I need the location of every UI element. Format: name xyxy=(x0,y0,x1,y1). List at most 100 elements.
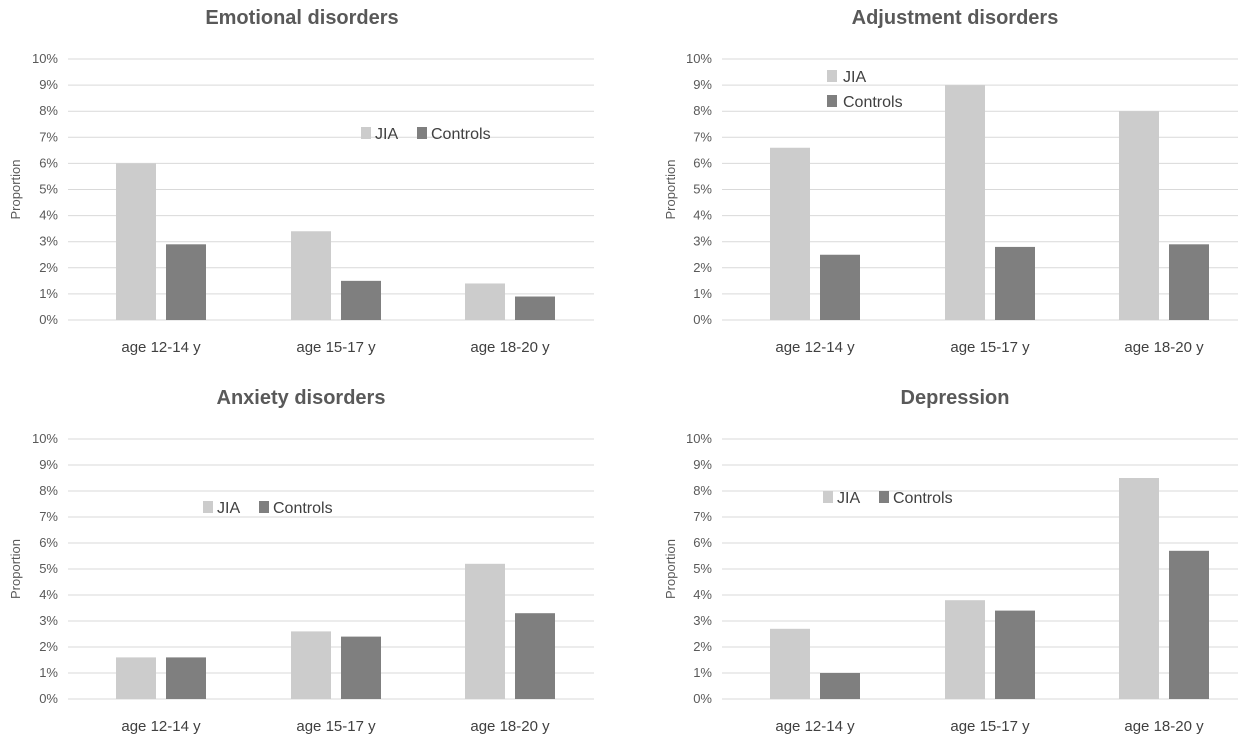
y-tick-label: 6% xyxy=(693,535,712,550)
y-tick-label: 3% xyxy=(39,613,58,628)
bar-controls-1 xyxy=(820,673,860,699)
y-tick-label: 7% xyxy=(39,509,58,524)
bar-jia-1 xyxy=(116,657,156,699)
legend-swatch-jia xyxy=(827,70,837,82)
legend-label-controls: Controls xyxy=(893,490,953,507)
bar-controls-2 xyxy=(995,246,1035,320)
y-tick-label: 9% xyxy=(693,457,712,472)
bar-jia-2 xyxy=(291,231,331,320)
bar-jia-1 xyxy=(770,628,810,699)
bar-controls-3 xyxy=(1169,550,1209,699)
y-tick-label: 2% xyxy=(39,639,58,654)
y-tick-label: 0% xyxy=(39,312,58,327)
legend: JIA Controls xyxy=(827,69,903,111)
chart-title: Emotional disorders xyxy=(205,7,398,29)
x-tick-label: age 15-17 y xyxy=(296,339,376,356)
y-axis-label: Proportion xyxy=(663,160,678,220)
chart-panel-3: Anxiety disorders 0% 1% 2% 3% 4% 5% 6% 7% 8% 9% 10%… xyxy=(8,387,594,734)
y-tick-label: 1% xyxy=(39,665,58,680)
y-tick-label: 3% xyxy=(693,613,712,628)
y-tick-label: 4% xyxy=(39,587,58,602)
bar-controls-1 xyxy=(820,254,860,320)
legend: JIA Controls xyxy=(823,490,953,507)
legend-swatch-controls xyxy=(827,95,837,107)
x-tick-label: age 15-17 y xyxy=(296,718,376,734)
y-tick-label: 3% xyxy=(39,234,58,249)
bar-controls-2 xyxy=(341,636,381,699)
bar-controls-2 xyxy=(995,610,1035,699)
y-tick-label: 7% xyxy=(39,129,58,144)
legend-swatch-jia xyxy=(823,491,833,503)
y-tick-label: 5% xyxy=(693,561,712,576)
y-tick-label: 6% xyxy=(39,155,58,170)
legend-label-jia: JIA xyxy=(837,490,860,507)
y-tick-label: 8% xyxy=(693,103,712,118)
y-tick-label: 0% xyxy=(693,312,712,327)
y-tick-label: 3% xyxy=(693,234,712,249)
y-tick-label: 0% xyxy=(693,691,712,706)
x-tick-label: age 18-20 y xyxy=(1124,339,1204,356)
legend-label-controls: Controls xyxy=(431,126,491,143)
x-tick-label: age 12-14 y xyxy=(775,718,855,734)
chart-title: Depression xyxy=(901,387,1010,409)
bar-jia-1 xyxy=(116,163,156,320)
y-tick-label: 4% xyxy=(39,208,58,223)
y-tick-label: 10% xyxy=(32,431,58,446)
x-tick-label: age 15-17 y xyxy=(950,718,1030,734)
y-tick-label: 9% xyxy=(693,77,712,92)
legend-swatch-jia xyxy=(361,127,371,139)
bar-jia-3 xyxy=(1119,478,1159,699)
y-tick-label: 10% xyxy=(32,51,58,66)
bar-controls-1 xyxy=(166,657,206,699)
legend: JIA Controls xyxy=(203,500,333,517)
legend-swatch-controls xyxy=(259,501,269,513)
bar-jia-1 xyxy=(770,147,810,320)
legend: JIA Controls xyxy=(361,126,491,143)
bar-controls-2 xyxy=(341,280,381,320)
chart-title: Adjustment disorders xyxy=(852,7,1059,29)
x-tick-label: age 12-14 y xyxy=(775,339,855,356)
y-tick-label: 6% xyxy=(693,155,712,170)
bar-controls-1 xyxy=(166,244,206,320)
y-axis-label: Proportion xyxy=(8,160,23,220)
chart-title: Anxiety disorders xyxy=(217,387,386,409)
x-tick-label: age 18-20 y xyxy=(1124,718,1204,734)
chart-panel-4: Depression 0% 1% 2% 3% 4% 5% 6% 7% 8% 9% 10% Proport… xyxy=(663,387,1238,734)
y-tick-label: 1% xyxy=(693,665,712,680)
y-tick-label: 8% xyxy=(39,103,58,118)
x-tick-label: age 12-14 y xyxy=(121,339,201,356)
bar-jia-3 xyxy=(465,283,505,320)
x-tick-label: age 12-14 y xyxy=(121,718,201,734)
legend-label-jia: JIA xyxy=(843,69,866,86)
bar-jia-3 xyxy=(465,563,505,699)
x-tick-label: age 18-20 y xyxy=(470,339,550,356)
y-axis-label: Proportion xyxy=(8,539,23,599)
y-axis-label: Proportion xyxy=(663,539,678,599)
bar-jia-2 xyxy=(945,85,985,320)
legend-swatch-controls xyxy=(417,127,427,139)
y-tick-label: 5% xyxy=(39,182,58,197)
bar-controls-3 xyxy=(1169,244,1209,320)
y-tick-label: 9% xyxy=(39,77,58,92)
chart-panel-1: Emotional disorders 0% 1% 2% 3% 4% 5% 6% 7% 8% 9% 1… xyxy=(8,7,594,356)
y-tick-label: 7% xyxy=(693,129,712,144)
bar-jia-3 xyxy=(1119,111,1159,320)
bar-jia-2 xyxy=(945,600,985,699)
bar-jia-2 xyxy=(291,631,331,699)
x-tick-label: age 18-20 y xyxy=(470,718,550,734)
x-tick-label: age 15-17 y xyxy=(950,339,1030,356)
chart-panel-2: Adjustment disorders 0% 1% 2% 3% 4% 5% 6% 7% 8% 9%… xyxy=(663,7,1238,356)
legend-label-controls: Controls xyxy=(843,94,903,111)
y-tick-label: 5% xyxy=(693,182,712,197)
y-tick-label: 10% xyxy=(686,431,712,446)
bar-controls-3 xyxy=(515,613,555,699)
y-tick-label: 8% xyxy=(693,483,712,498)
y-tick-label: 1% xyxy=(39,286,58,301)
y-tick-label: 4% xyxy=(693,208,712,223)
legend-swatch-jia xyxy=(203,501,213,513)
y-tick-label: 8% xyxy=(39,483,58,498)
y-tick-label: 2% xyxy=(693,639,712,654)
y-tick-label: 2% xyxy=(39,260,58,275)
legend-label-jia: JIA xyxy=(217,500,240,517)
legend-label-jia: JIA xyxy=(375,126,398,143)
